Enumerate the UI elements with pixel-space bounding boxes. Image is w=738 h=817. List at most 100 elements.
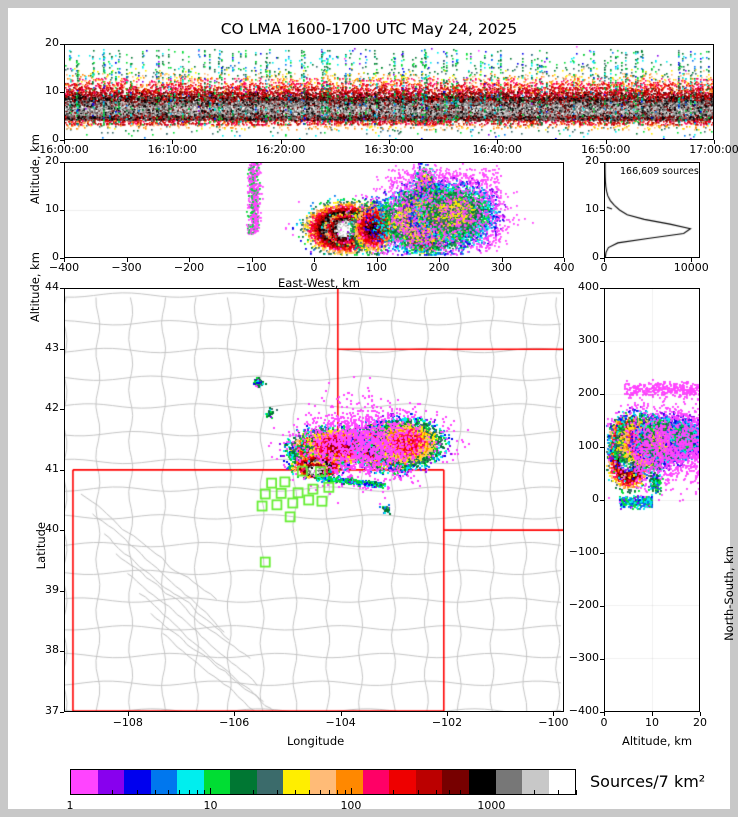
- axis-tick-label: 0: [52, 132, 59, 145]
- axis-tick-label: 100: [578, 439, 599, 452]
- colorbar-swatch: [415, 770, 443, 794]
- axis-tick-mark: [172, 140, 174, 144]
- axis-tick-label: −300: [568, 651, 599, 664]
- axis-tick-mark: [714, 140, 715, 144]
- axis-tick-label: 10: [45, 84, 59, 97]
- axis-tick-label: 10: [585, 202, 599, 215]
- axis-tick-mark: [600, 712, 604, 713]
- colorbar-minor-tick: [196, 790, 198, 795]
- axis-tick-label: 200: [428, 261, 450, 274]
- axis-tick-label: 10: [45, 202, 59, 215]
- axis-tick-label: 20: [585, 154, 599, 167]
- axis-tick-mark: [652, 712, 653, 716]
- axis-tick-mark: [60, 258, 64, 259]
- time-height-panel[interactable]: [64, 44, 714, 140]
- axis-tick-mark: [60, 590, 64, 592]
- colorbar-minor-tick: [204, 790, 206, 795]
- east-west-panel[interactable]: [64, 162, 564, 258]
- axis-tick-label: −400: [48, 261, 80, 274]
- axis-tick-mark: [604, 258, 605, 262]
- map-panel[interactable]: [64, 288, 564, 712]
- axis-tick-mark: [600, 553, 604, 554]
- colorbar-minor-tick: [252, 790, 254, 795]
- axis-tick-label: 0: [52, 250, 59, 263]
- colorbar-major-tick: [350, 788, 352, 795]
- colorbar-tick-label: 10: [203, 799, 218, 812]
- axis-tick-mark: [60, 162, 64, 163]
- axis-tick-mark: [604, 712, 605, 716]
- axis-tick-label: 44: [45, 280, 59, 293]
- axis-tick-label: 16:20:00: [255, 143, 306, 156]
- axis-tick-mark: [553, 712, 555, 716]
- axis-tick-mark: [280, 140, 282, 144]
- axis-tick-mark: [376, 258, 378, 262]
- source-count-annotation: 166,609 sources: [620, 166, 699, 177]
- axis-tick-label: 40: [45, 522, 59, 536]
- axis-tick-label: 42: [45, 401, 59, 415]
- axis-tick-label: 400: [578, 280, 599, 293]
- colorbar-title: Sources/7 km²: [590, 772, 706, 791]
- colorbar-swatch: [177, 770, 204, 794]
- colorbar-minor-tick: [188, 790, 190, 795]
- colorbar-swatch: [283, 770, 310, 794]
- axis-tick-mark: [234, 712, 236, 716]
- colorbar-minor-tick: [460, 790, 462, 795]
- colorbar-minor-tick: [484, 790, 486, 795]
- colorbar-minor-tick: [112, 790, 114, 795]
- colorbar-swatch: [495, 770, 523, 794]
- axis-tick-label: 16:00:00: [39, 143, 89, 156]
- east-west-scatter: [65, 163, 563, 257]
- axis-tick-mark: [600, 162, 604, 163]
- axis-tick-mark: [251, 258, 253, 262]
- colorbar-tick-label: 1: [66, 799, 74, 812]
- axis-tick-mark: [64, 140, 65, 144]
- axis-tick-label: −100: [236, 261, 267, 274]
- axis-tick-mark: [605, 140, 607, 144]
- colorbar-major-tick: [491, 788, 493, 795]
- axis-tick-label: 20: [45, 36, 59, 49]
- axis-tick-label: −400: [568, 704, 599, 717]
- axis-tick-mark: [126, 258, 128, 262]
- colorbar[interactable]: [70, 769, 576, 795]
- colorbar-major-tick: [210, 788, 212, 795]
- axis-tick-mark: [60, 712, 64, 713]
- colorbar-minor-tick: [337, 790, 339, 795]
- colorbar-swatch: [71, 770, 98, 794]
- axis-tick-label: −108: [112, 716, 143, 729]
- axis-tick-mark: [389, 140, 390, 144]
- north-south-panel[interactable]: [604, 288, 700, 712]
- axis-tick-label: 100: [366, 261, 387, 274]
- axis-tick-mark: [314, 258, 315, 262]
- axis-tick-mark: [600, 210, 604, 211]
- axis-tick-mark: [600, 258, 604, 259]
- axis-tick-label: −200: [568, 598, 599, 611]
- axis-tick-mark: [600, 288, 604, 289]
- colorbar-major-tick: [70, 788, 71, 795]
- colorbar-minor-tick: [319, 790, 321, 795]
- axis-tick-label: 20: [693, 716, 707, 729]
- axis-tick-label: 41: [45, 461, 59, 475]
- axis-tick-label: 39: [45, 582, 59, 596]
- axis-label: Altitude, km: [28, 252, 42, 323]
- figure-canvas: CO LMA 1600-1700 UTC May 24, 2025 0 10 20 1…: [8, 8, 738, 812]
- axis-label: Altitude, km: [28, 134, 42, 205]
- axis-tick-mark: [60, 409, 64, 411]
- colorbar-tick-label: 100: [340, 799, 362, 812]
- axis-label: Altitude, km: [622, 734, 693, 748]
- axis-tick-mark: [60, 651, 64, 653]
- axis-tick-label: −100: [538, 716, 569, 729]
- axis-tick-mark: [600, 659, 604, 660]
- axis-tick-mark: [60, 348, 64, 350]
- axis-tick-mark: [60, 530, 64, 532]
- axis-tick-label: 0: [592, 250, 599, 263]
- axis-tick-label: 16:40:00: [472, 143, 523, 156]
- axis-tick-mark: [446, 712, 448, 716]
- colorbar-swatch: [362, 770, 390, 794]
- colorbar-minor-tick: [576, 790, 577, 795]
- altitude-histogram-curve: [605, 163, 699, 257]
- axis-tick-mark: [60, 44, 64, 45]
- altitude-histogram-panel[interactable]: [604, 162, 700, 258]
- axis-tick-mark: [497, 140, 499, 144]
- axis-tick-label: 17:00:00: [689, 143, 738, 156]
- axis-tick-label: 10: [645, 716, 659, 729]
